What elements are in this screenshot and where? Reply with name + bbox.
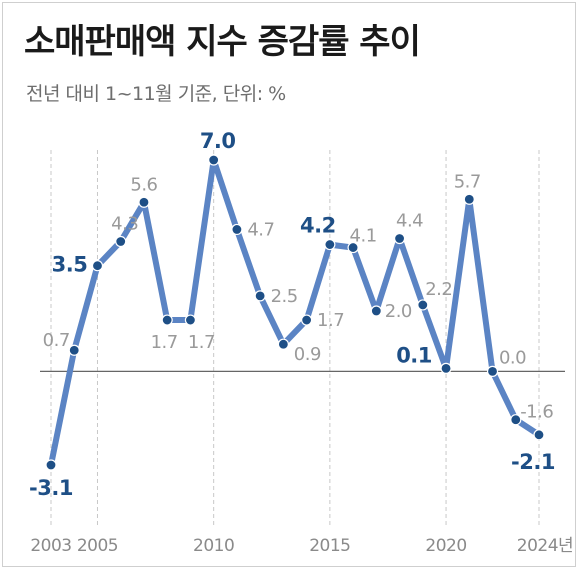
x-tick-2010: 2010: [193, 536, 234, 556]
data-label-2017: 2.0: [385, 301, 412, 322]
data-label-2019: 2.2: [425, 279, 452, 300]
data-label-2018: 4.4: [396, 211, 423, 232]
data-label-2009: 1.7: [188, 332, 215, 353]
data-point-2012: [254, 290, 266, 302]
x-tick-2024: 2024년: [517, 536, 573, 556]
data-point-2006: [115, 235, 127, 248]
x-tick-2020: 2020: [425, 536, 466, 556]
data-point-2014: [301, 314, 313, 326]
data-point-2003: [45, 459, 57, 471]
data-point-2017: [370, 305, 382, 317]
data-point-2023: [510, 414, 522, 426]
x-tick-2003: 2003: [30, 536, 71, 556]
data-point-2005: [91, 260, 104, 272]
chart-subtitle: 전년 대비 1~11월 기준, 단위: %: [26, 83, 286, 105]
chart-frame: [2, 2, 576, 567]
chart-title: 소매판매액 지수 증감률 추이: [24, 22, 421, 62]
data-point-2019: [417, 299, 429, 311]
data-label-2005: 3.5: [52, 253, 88, 277]
data-label-2014: 1.7: [317, 310, 344, 331]
data-label-2003: -3.1: [29, 476, 73, 500]
x-tick-2005: 2005: [77, 536, 118, 556]
x-axis-ticks: 2003 2005 2010 2015 2020 2024년: [30, 536, 573, 556]
data-point-2018: [393, 232, 406, 245]
data-label-2007: 5.6: [130, 174, 157, 195]
data-labels: -3.1 0.7 3.5 4.3 5.6 1.7 1.7 7.0 4.7 2.5 0.9 1.7 4.2…: [29, 129, 555, 500]
data-point-2008: [161, 314, 173, 326]
data-label-2021: 5.7: [454, 171, 481, 192]
data-point-2021: [463, 193, 475, 205]
data-point-2013: [277, 338, 289, 350]
data-label-2004: 0.7: [43, 330, 70, 351]
x-tick-2015: 2015: [309, 536, 350, 556]
data-label-2022: 0.0: [499, 347, 526, 368]
data-label-2020: 0.1: [396, 343, 432, 367]
data-label-2015: 4.2: [300, 214, 336, 238]
data-label-2006: 4.3: [111, 214, 138, 235]
data-point-2016: [347, 241, 359, 254]
series-line: [48, 157, 542, 468]
data-label-2011: 4.7: [247, 219, 274, 240]
data-point-2011: [231, 223, 243, 236]
data-label-2010: 7.0: [200, 129, 236, 153]
data-label-2024: -2.1: [511, 450, 555, 474]
data-point-2004: [68, 344, 80, 356]
data-point-2022: [486, 365, 499, 377]
data-label-2023: -1.6: [520, 402, 553, 423]
data-points: [45, 154, 545, 471]
data-label-2013: 0.9: [294, 344, 321, 365]
series-polyline: [48, 157, 542, 468]
data-point-2024: [533, 429, 545, 441]
data-point-2010: [208, 154, 220, 166]
data-label-2012: 2.5: [271, 286, 298, 307]
data-point-2009: [184, 314, 197, 326]
data-label-2008: 1.7: [151, 332, 178, 353]
data-label-2016: 4.1: [350, 226, 377, 247]
data-point-2007: [138, 196, 150, 208]
data-point-2015: [324, 238, 336, 251]
data-point-2020: [440, 362, 452, 374]
